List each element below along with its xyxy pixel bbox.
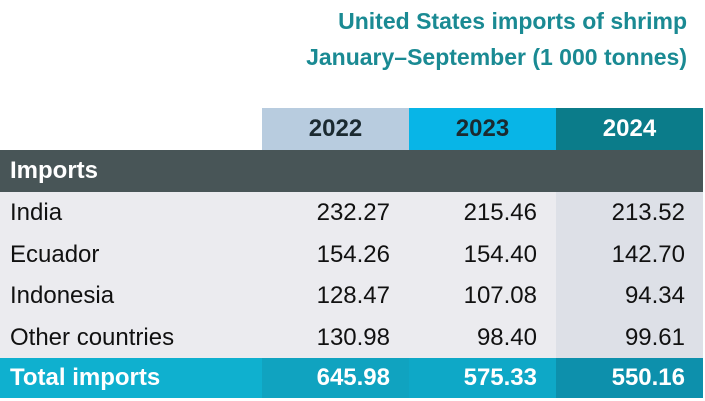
section-header-imports: Imports [0,150,703,192]
total-background-2022 [262,358,409,398]
table-body: India 232.27 215.46 213.52 Ecuador 154.2… [0,192,703,358]
row-label: India [10,199,63,226]
total-value-2023: 575.33 [463,364,537,391]
body-background-2024 [556,192,703,358]
column-header-2023: 2023 [409,108,556,150]
table-row-ecuador: Ecuador 154.26 154.40 142.70 [0,234,703,276]
value-cell: 130.98 [316,323,390,351]
total-label: Total imports [10,364,161,391]
table-row-other-countries: Other countries 130.98 98.40 99.61 [0,317,703,359]
value-cell: 154.40 [463,240,537,268]
chart-title: United States imports of shrimp [338,8,687,34]
total-row: Total imports 645.98 575.33 550.16 [0,358,703,398]
row-label: Ecuador [10,240,100,268]
total-value-2024: 550.16 [611,364,685,391]
row-label: Indonesia [10,282,115,309]
table-row-indonesia: Indonesia 128.47 107.08 94.34 [0,275,703,317]
value-cell: 154.26 [316,240,390,268]
value-cell: 98.40 [476,323,537,351]
value-cell: 107.08 [463,282,537,309]
value-cell: 215.46 [463,199,537,226]
value-cell: 232.27 [316,199,390,226]
value-cell: 128.47 [316,282,390,309]
column-header-2022: 2022 [262,108,409,150]
total-background-2023 [409,358,556,398]
value-cell: 213.52 [611,199,685,226]
value-cell: 142.70 [611,240,685,268]
value-cell: 99.61 [624,323,685,351]
body-background [0,192,556,358]
table-row-india: India 232.27 215.46 213.52 [0,192,703,234]
column-header-2024: 2024 [556,108,703,150]
total-background-2024 [556,358,703,398]
value-cell: 94.34 [624,282,685,309]
total-background [0,358,262,398]
row-label: Other countries [10,323,175,351]
chart-subtitle: January–September (1 000 tonnes) [306,44,687,70]
total-value-2022: 645.98 [316,364,390,391]
